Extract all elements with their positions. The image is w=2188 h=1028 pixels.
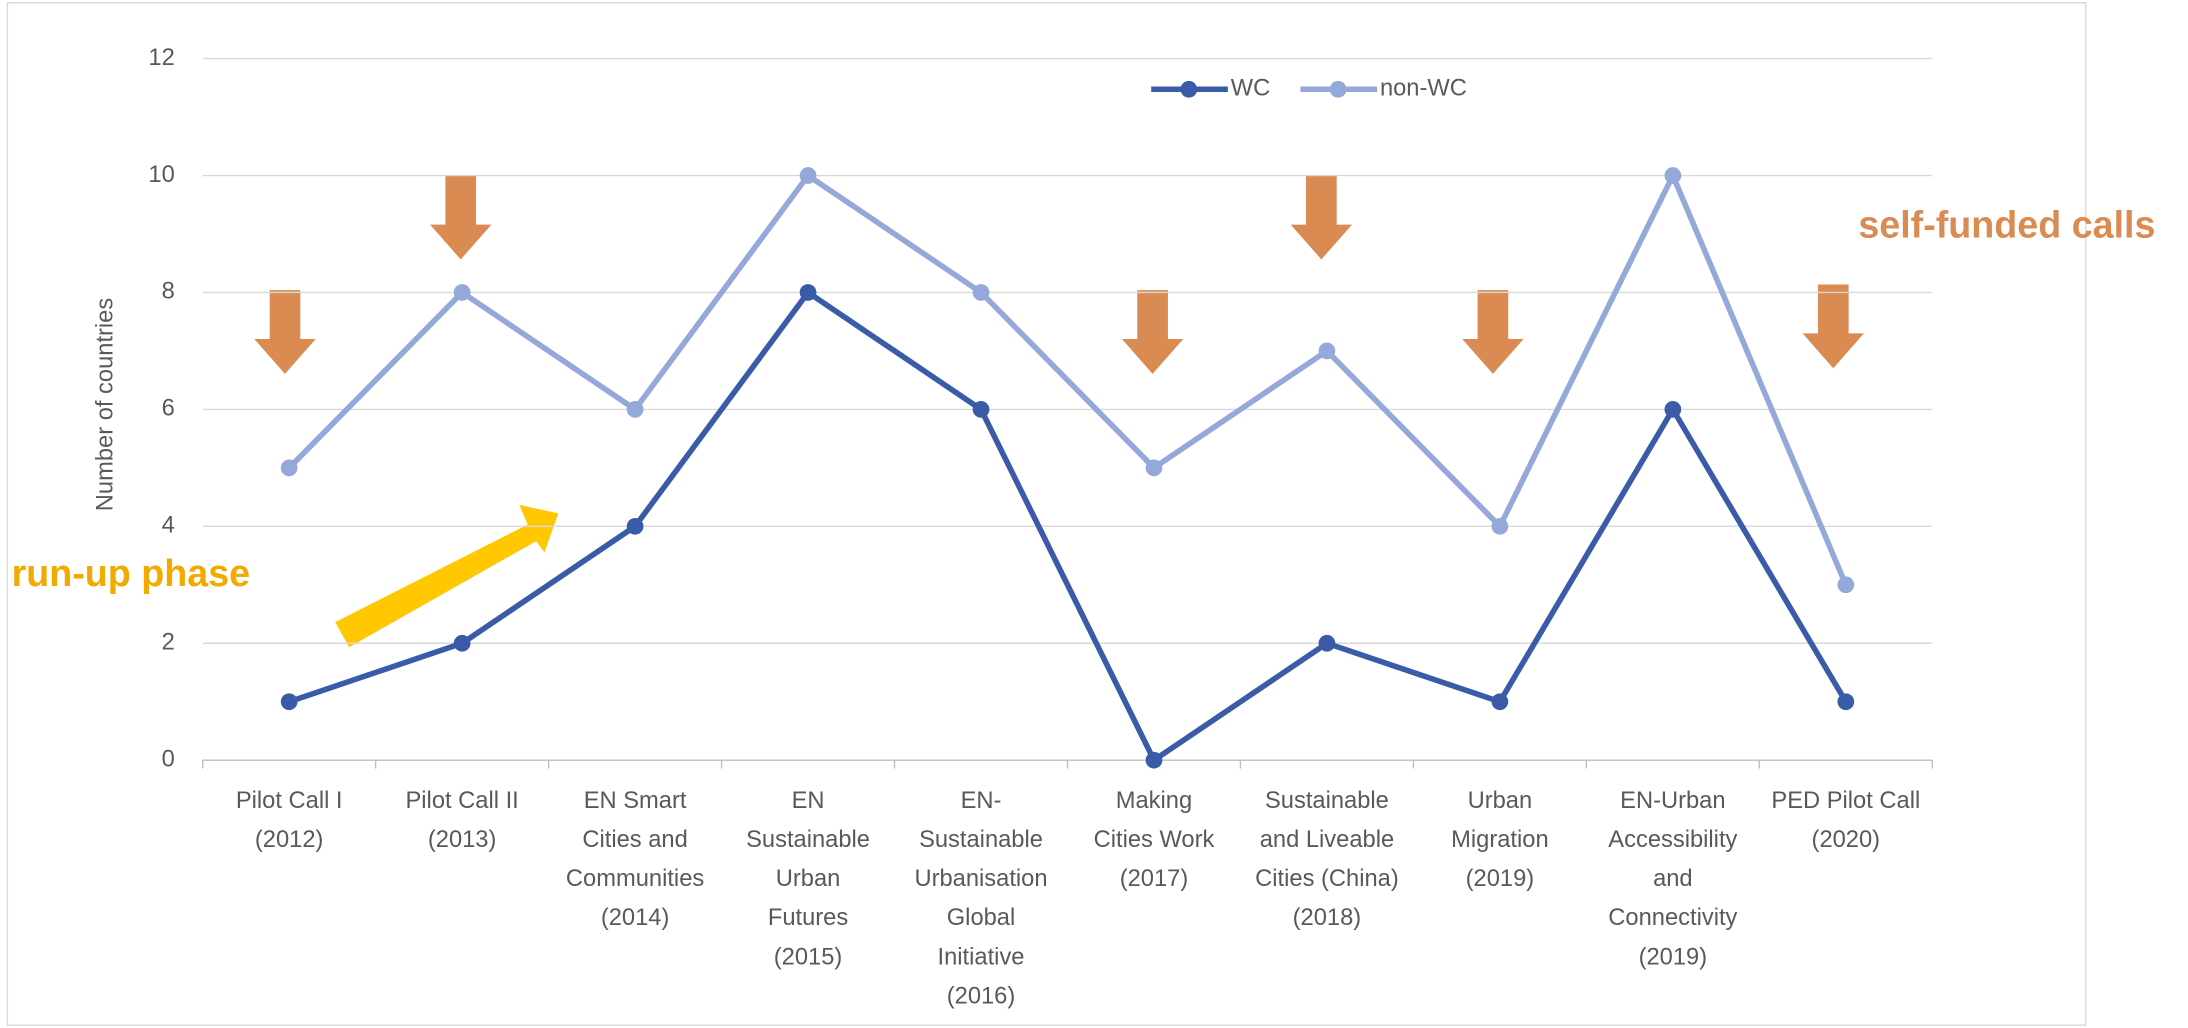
x-tick-label-line: Pilot Call I (236, 788, 343, 814)
down-arrow (1462, 290, 1524, 374)
x-tick-label-line: and (1653, 866, 1693, 892)
y-axis-label: Number of countries (93, 298, 119, 511)
chart-frame (6, 2, 2087, 1026)
x-tick-label-line: (2019) (1639, 945, 1708, 971)
x-tick-label: PED Pilot Call (2020) (1771, 788, 1920, 853)
down-arrow (430, 175, 492, 260)
x-tick-label-line: Urbanisation (914, 866, 1047, 892)
x-tick-label-line: EN-Urban (1620, 788, 1725, 814)
data-point (1145, 751, 1163, 769)
down-arrow (254, 290, 316, 374)
x-tick-label-line: EN Smart (584, 788, 687, 814)
data-point (1664, 401, 1682, 418)
run-up-arrow (335, 504, 559, 648)
arrows (254, 175, 1864, 374)
x-tick-label: Sustainable and Liveable Cities (China) (20… (1255, 788, 1399, 931)
data-point (453, 284, 471, 301)
data-point (626, 517, 644, 535)
y-tick-label: 6 (162, 396, 175, 422)
data-point (1318, 342, 1336, 360)
x-tick-label-line: (2017) (1120, 866, 1189, 892)
x-tick-label-line: Cities Work (1094, 827, 1215, 853)
legend-label: non-WC (1380, 76, 1467, 102)
down-arrow (1802, 284, 1864, 369)
x-tick-label-line: Communities (566, 866, 704, 892)
x-tick-label-line: and Liveable (1260, 827, 1394, 853)
data-point (1664, 167, 1682, 184)
x-tick-label-line: Urban (1468, 788, 1533, 814)
x-tick-label: EN Smart Cities and Communities (2014) (566, 788, 704, 931)
data-point (972, 284, 990, 301)
x-tick-label-line: Cities and (582, 827, 687, 853)
x-tick-label-line: (2020) (1812, 827, 1881, 853)
data-point (1318, 634, 1336, 652)
x-tick-label: EN-Urban Accessibility and Connectivity (201… (1608, 788, 1737, 970)
x-tick-label-line: (2013) (428, 827, 497, 853)
y-tick-label: 4 (162, 513, 175, 539)
x-tick-label-line: Sustainable (1265, 788, 1389, 814)
x-tick-label-line: EN (792, 788, 825, 814)
x-tick-label-line: Sustainable (919, 827, 1043, 853)
x-tick-label-line: Cities (China) (1255, 866, 1399, 892)
data-point (1491, 693, 1509, 711)
y-tick-label: 2 (162, 630, 175, 656)
series-line (287, 172, 1849, 586)
data-point (626, 401, 644, 418)
x-tick-label-line: Connectivity (1608, 905, 1737, 931)
data-point (1837, 693, 1855, 711)
x-tick-label: Making Cities Work (2017) (1094, 788, 1215, 892)
data-point (1145, 459, 1163, 477)
legend-marker (1180, 80, 1198, 98)
x-tick-label-line: Migration (1451, 827, 1549, 853)
data-point (1837, 576, 1855, 594)
x-tick-label-line: Initiative (938, 945, 1025, 971)
data-point (453, 634, 471, 652)
x-tick-label-line: Pilot Call II (405, 788, 518, 814)
x-tick-label-line: PED Pilot Call (1771, 788, 1920, 814)
data-point (799, 284, 817, 301)
x-tick-label-line: Urban (776, 866, 841, 892)
data-point (280, 693, 298, 711)
y-tick-label: 0 (162, 746, 175, 772)
data-point (799, 167, 817, 184)
x-tick-label-line: Accessibility (1608, 827, 1737, 853)
x-tick-label-line: Futures (768, 905, 848, 931)
x-tick-label: EN- Sustainable Urbanisation Global Initiati… (914, 788, 1047, 1009)
y-tick-label: 12 (148, 45, 174, 71)
annotation: self-funded calls (1858, 203, 2155, 245)
x-tick-label: EN Sustainable Urban Futures (2015) (746, 788, 870, 970)
x-tick-label-line: Sustainable (746, 827, 870, 853)
data-point (1491, 517, 1509, 535)
annotation: run-up phase (12, 552, 251, 594)
y-tick-label: 8 (162, 279, 175, 305)
x-tick-label-line: (2019) (1466, 866, 1535, 892)
legend-marker (1329, 80, 1347, 98)
x-tick-label-line: EN- (961, 788, 1002, 814)
legend-label: WC (1231, 76, 1271, 102)
x-tick-label-line: (2018) (1293, 905, 1362, 931)
x-tick-label-line: (2015) (774, 945, 843, 971)
y-tick-label: 10 (148, 162, 174, 188)
x-tick-label-line: (2012) (255, 827, 324, 853)
data-point (972, 401, 990, 418)
x-tick-label-line: (2014) (601, 905, 670, 931)
data-point (280, 459, 298, 477)
x-tick-label-line: Global (947, 905, 1016, 931)
x-tick-label-line: (2016) (947, 984, 1016, 1010)
x-tick-label-line: Making (1116, 788, 1192, 814)
x-tick-label: Pilot Call I (2012) (236, 788, 343, 853)
series-line (288, 289, 1849, 763)
x-tick-label: Urban Migration (2019) (1451, 788, 1549, 892)
x-tick-label: Pilot Call II (2013) (405, 788, 518, 853)
